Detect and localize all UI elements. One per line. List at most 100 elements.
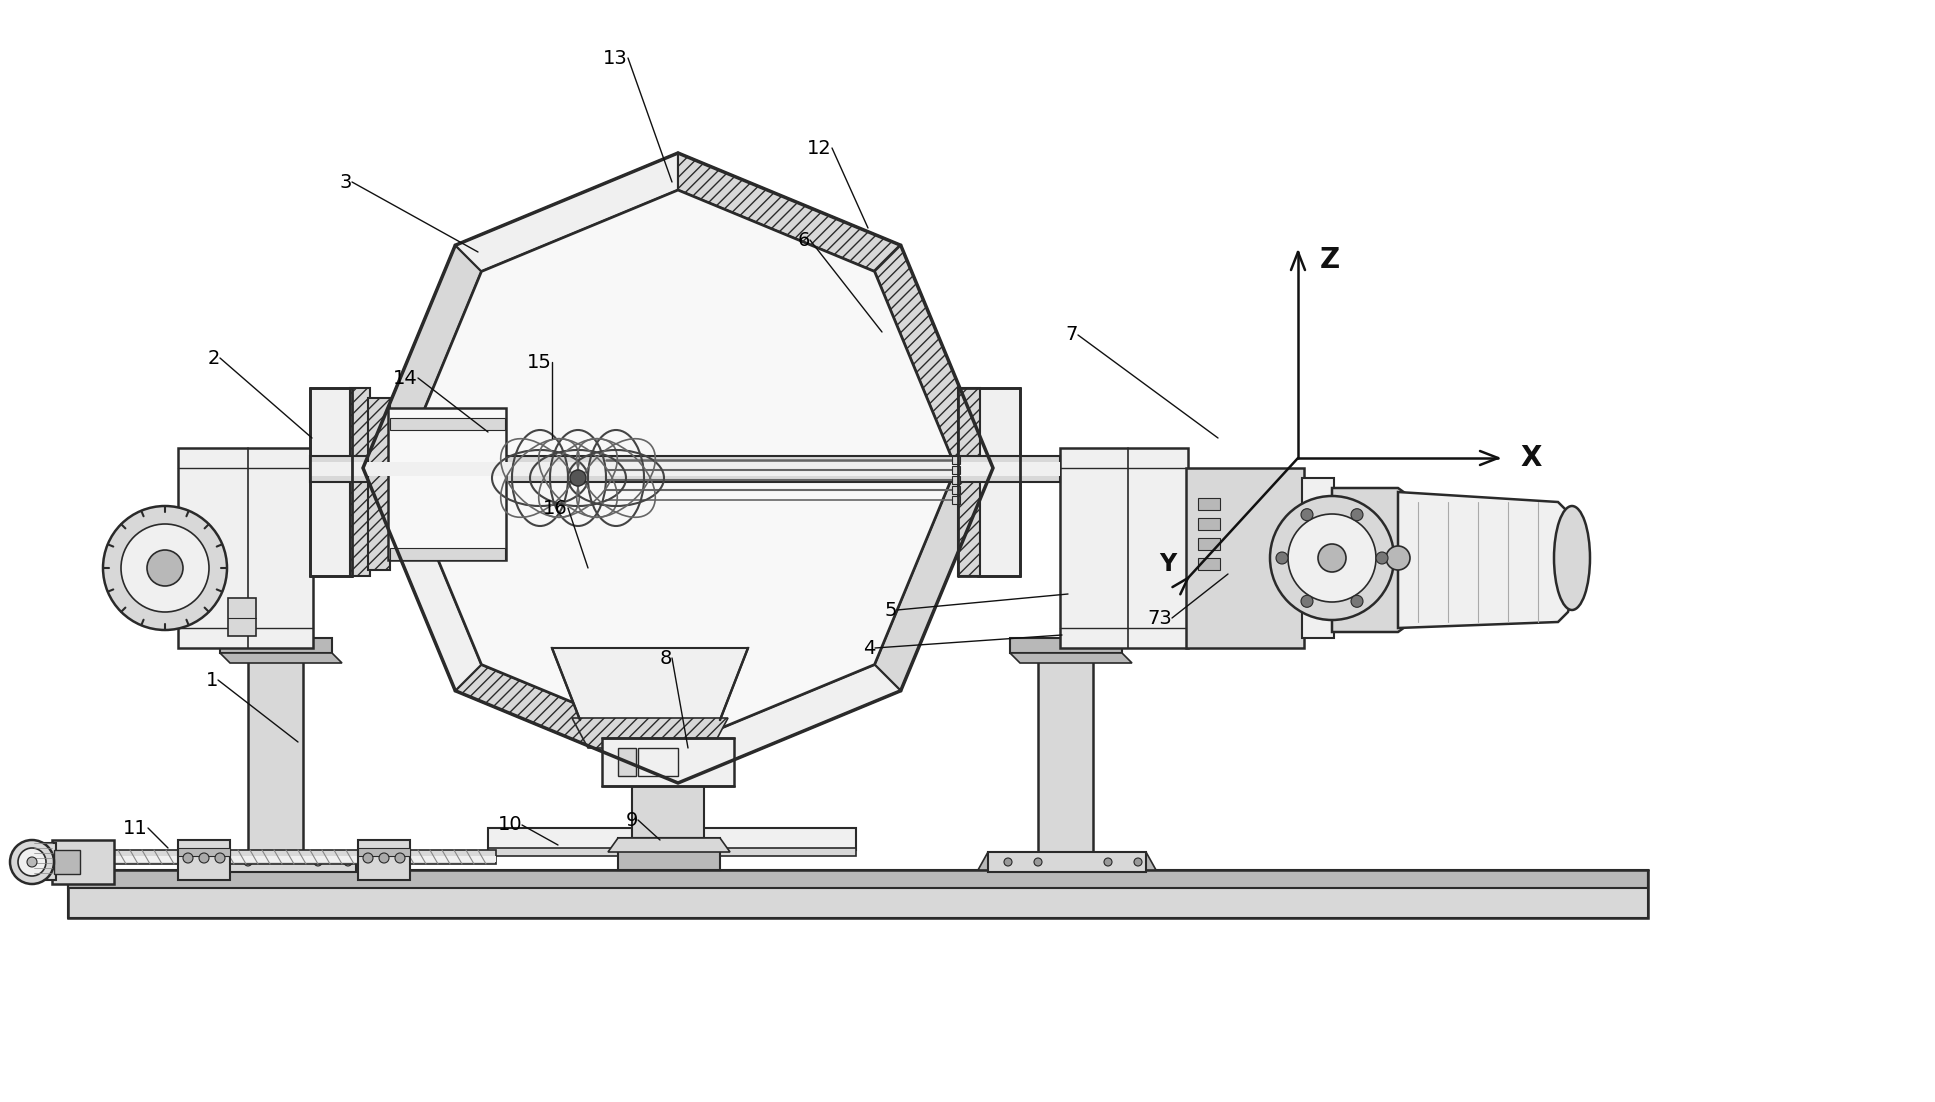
Text: 73: 73 <box>1147 608 1173 627</box>
Circle shape <box>27 857 37 867</box>
Polygon shape <box>391 548 505 560</box>
Circle shape <box>1269 496 1393 620</box>
Text: 7: 7 <box>1066 325 1078 345</box>
Polygon shape <box>188 852 366 869</box>
Text: 11: 11 <box>124 819 147 838</box>
Polygon shape <box>364 468 482 691</box>
Polygon shape <box>958 388 979 576</box>
Polygon shape <box>1302 478 1333 638</box>
Polygon shape <box>248 648 304 869</box>
Polygon shape <box>391 418 505 430</box>
Circle shape <box>103 506 226 630</box>
Polygon shape <box>228 598 255 636</box>
Circle shape <box>1033 858 1043 866</box>
Circle shape <box>1376 552 1387 564</box>
Circle shape <box>571 469 586 486</box>
Circle shape <box>199 853 209 863</box>
Polygon shape <box>389 408 505 560</box>
Polygon shape <box>401 190 956 746</box>
Circle shape <box>364 853 373 863</box>
Polygon shape <box>1198 538 1219 550</box>
Text: X: X <box>1521 444 1542 472</box>
Circle shape <box>215 853 224 863</box>
Polygon shape <box>1331 488 1418 633</box>
Polygon shape <box>488 828 855 850</box>
Polygon shape <box>178 449 313 648</box>
Circle shape <box>215 858 223 866</box>
Circle shape <box>1385 545 1411 570</box>
Circle shape <box>10 840 54 884</box>
Polygon shape <box>1060 449 1188 648</box>
Circle shape <box>395 853 404 863</box>
Polygon shape <box>608 838 729 852</box>
Circle shape <box>244 858 252 866</box>
Text: 10: 10 <box>497 815 522 834</box>
Polygon shape <box>364 246 482 468</box>
Text: 13: 13 <box>604 48 629 67</box>
Polygon shape <box>455 665 677 784</box>
Circle shape <box>1300 509 1314 521</box>
Polygon shape <box>952 456 960 464</box>
Polygon shape <box>1198 558 1219 570</box>
Circle shape <box>1289 514 1376 602</box>
Polygon shape <box>1010 653 1132 663</box>
Polygon shape <box>488 849 855 856</box>
Polygon shape <box>989 852 1146 872</box>
Text: 6: 6 <box>797 230 811 249</box>
Polygon shape <box>350 388 370 576</box>
Circle shape <box>1351 509 1362 521</box>
Polygon shape <box>221 653 342 663</box>
Polygon shape <box>1010 638 1122 653</box>
Text: Y: Y <box>1159 552 1176 576</box>
Polygon shape <box>952 486 960 494</box>
Polygon shape <box>68 869 1649 888</box>
Polygon shape <box>875 246 993 468</box>
Polygon shape <box>455 153 677 271</box>
Polygon shape <box>68 869 1649 918</box>
Text: Z: Z <box>1320 246 1341 274</box>
Polygon shape <box>358 849 410 856</box>
Polygon shape <box>677 665 900 784</box>
Circle shape <box>1004 858 1012 866</box>
Circle shape <box>1300 595 1314 607</box>
Text: 8: 8 <box>660 648 671 668</box>
Polygon shape <box>977 852 1155 869</box>
Polygon shape <box>33 843 56 880</box>
Polygon shape <box>977 388 1020 576</box>
Text: 15: 15 <box>526 353 551 371</box>
Polygon shape <box>602 738 733 786</box>
Polygon shape <box>573 719 728 748</box>
Text: 14: 14 <box>393 368 418 388</box>
Polygon shape <box>77 850 495 864</box>
Polygon shape <box>1037 648 1093 869</box>
Polygon shape <box>77 856 495 862</box>
Text: 1: 1 <box>205 670 219 690</box>
Polygon shape <box>178 840 230 880</box>
Polygon shape <box>952 476 960 484</box>
Polygon shape <box>952 466 960 474</box>
Text: 5: 5 <box>884 601 898 619</box>
Ellipse shape <box>1554 506 1591 611</box>
Circle shape <box>344 858 352 866</box>
Text: 16: 16 <box>544 498 569 518</box>
Polygon shape <box>310 462 1060 476</box>
Polygon shape <box>221 638 333 653</box>
Circle shape <box>147 550 184 586</box>
Polygon shape <box>1198 518 1219 530</box>
Circle shape <box>1275 552 1289 564</box>
Circle shape <box>379 853 389 863</box>
Polygon shape <box>52 840 114 884</box>
Circle shape <box>313 858 321 866</box>
Circle shape <box>17 849 46 876</box>
Circle shape <box>122 523 209 612</box>
Polygon shape <box>368 398 391 570</box>
Polygon shape <box>952 496 960 504</box>
Polygon shape <box>197 852 356 872</box>
Polygon shape <box>1397 491 1571 628</box>
Polygon shape <box>358 840 410 880</box>
Polygon shape <box>875 468 993 691</box>
Text: 3: 3 <box>341 173 352 192</box>
Circle shape <box>1318 544 1347 572</box>
Polygon shape <box>617 748 637 776</box>
Polygon shape <box>677 153 900 271</box>
